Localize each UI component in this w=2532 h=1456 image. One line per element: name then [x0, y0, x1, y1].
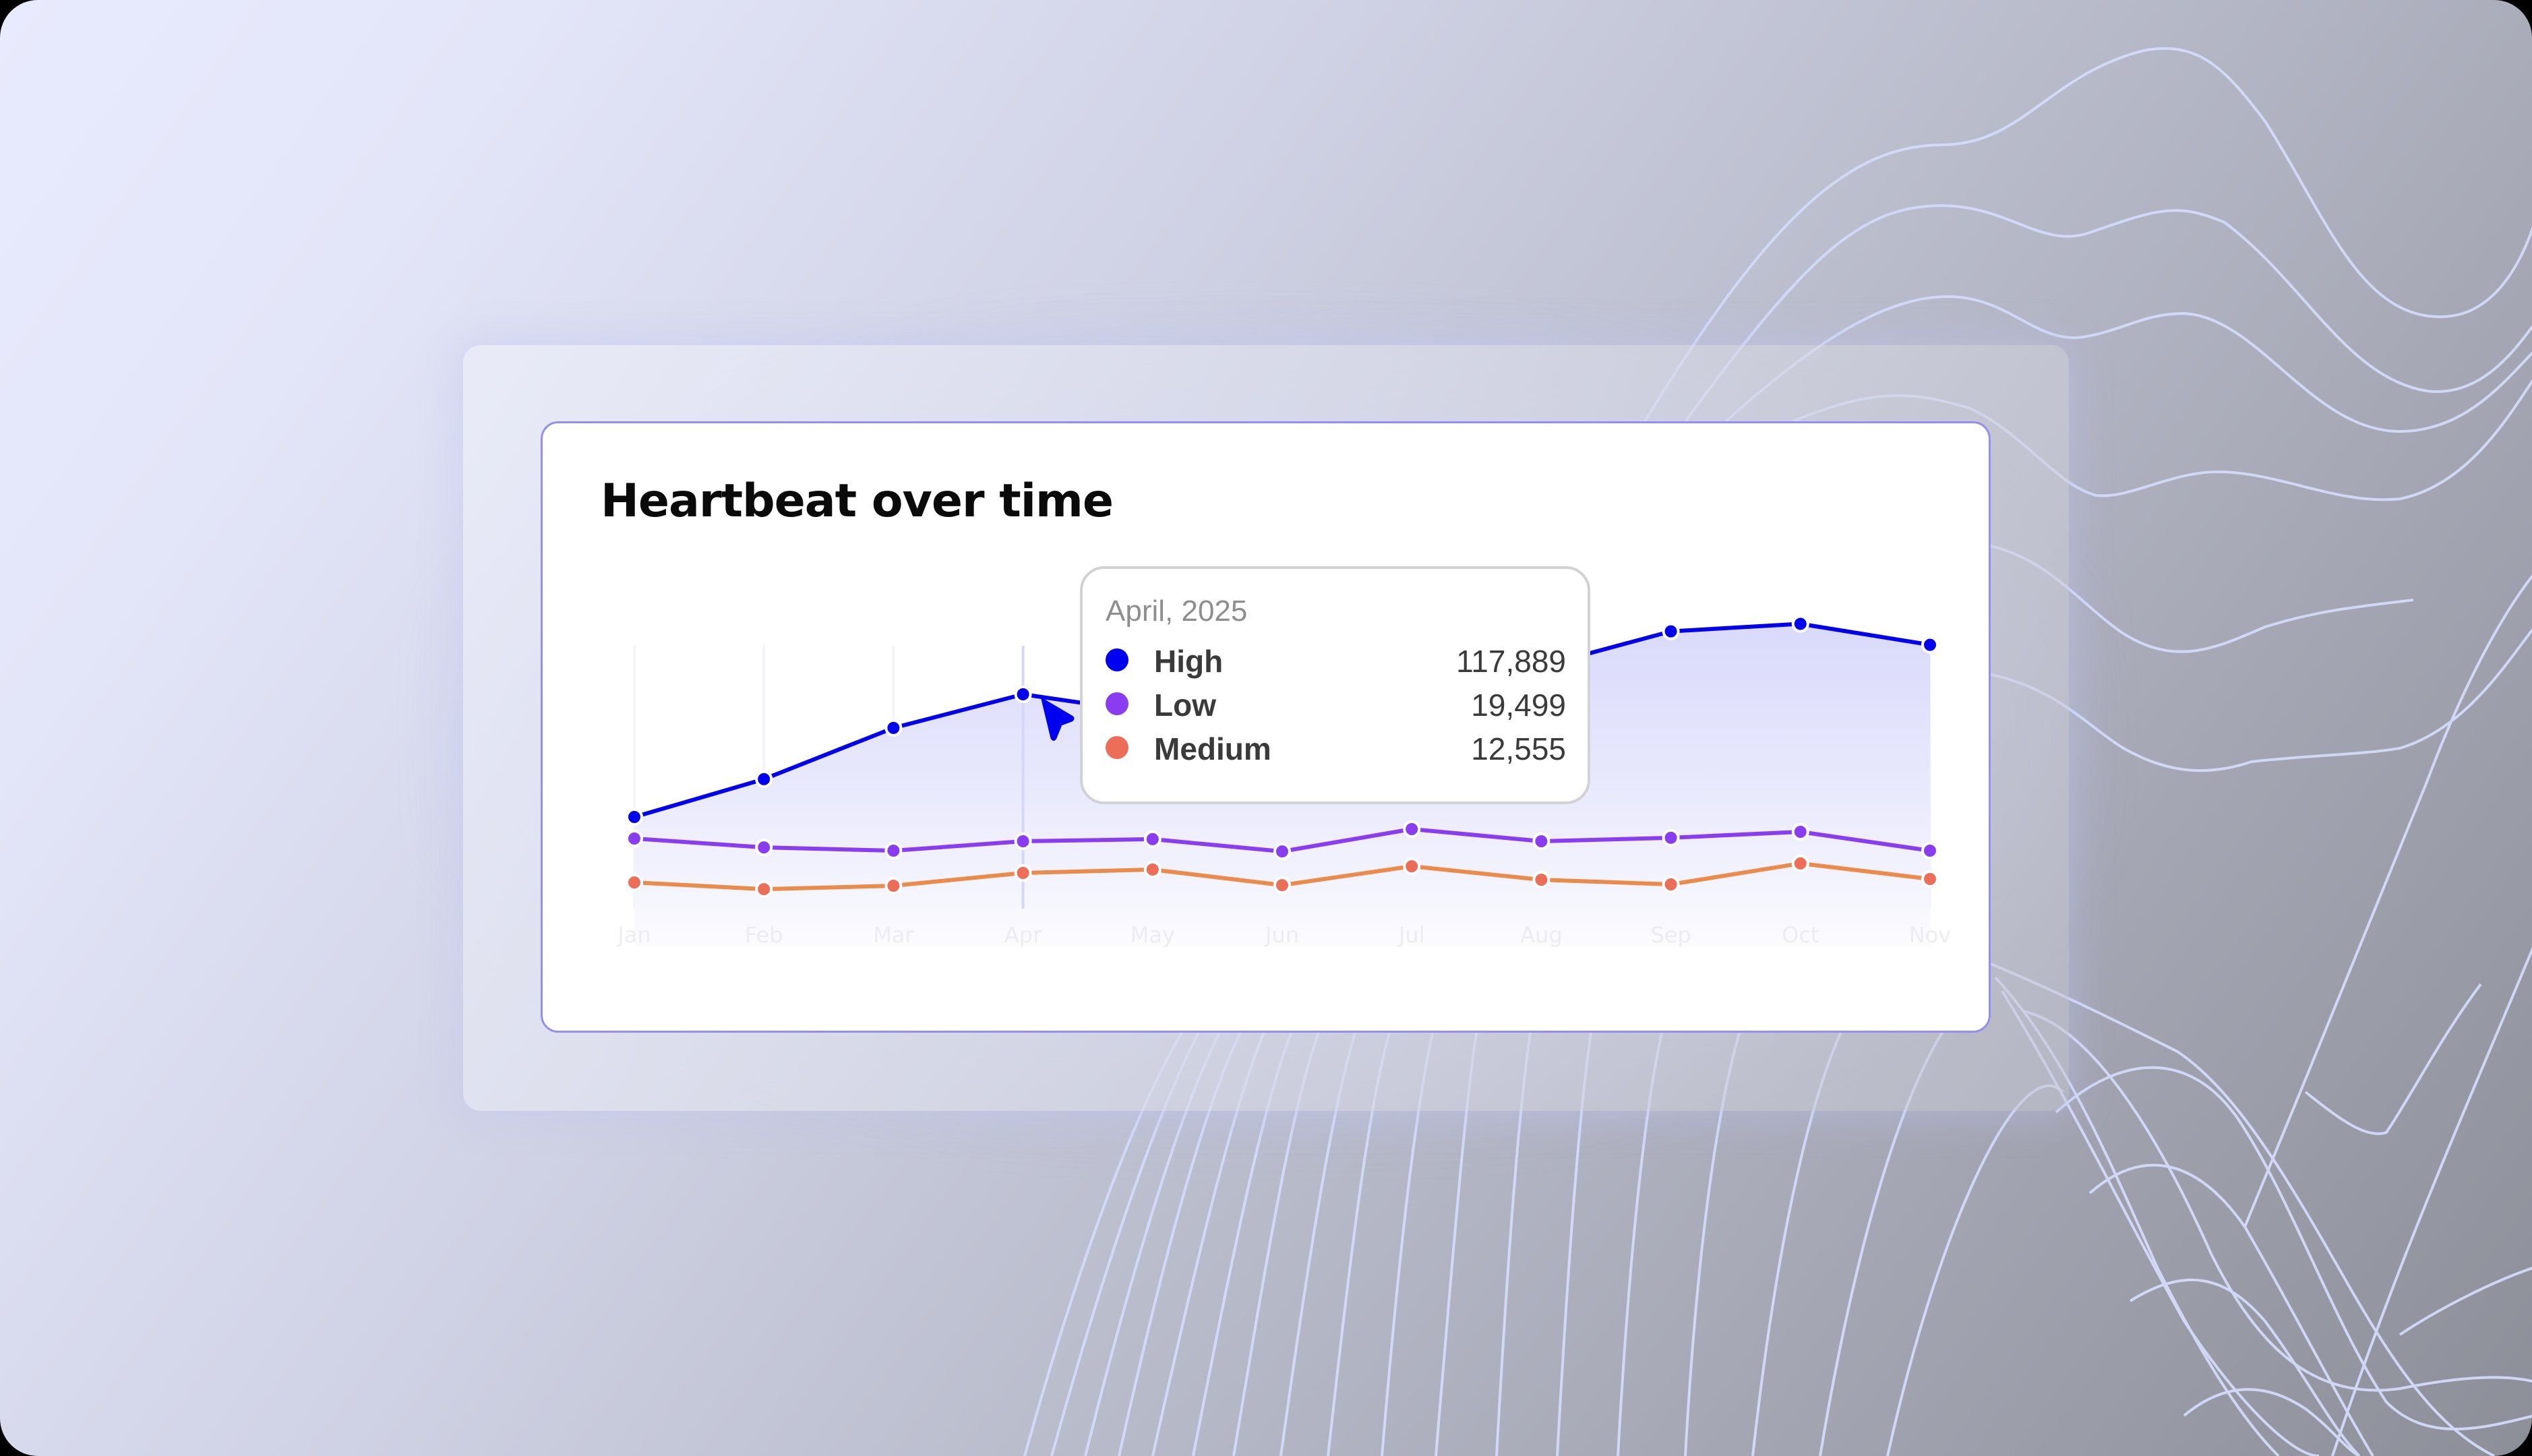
data-point-medium-mar[interactable]	[884, 876, 903, 894]
data-point-high-nov[interactable]	[1921, 636, 1939, 654]
data-point-low-aug[interactable]	[1532, 832, 1550, 850]
x-axis-label-jan: Jan	[616, 922, 651, 948]
data-point-low-nov[interactable]	[1921, 841, 1939, 859]
x-axis-label-feb: Feb	[745, 922, 783, 948]
tooltip-row-low: Low 19,499	[1102, 683, 1566, 723]
tooltip-value-medium: 12,555	[1471, 731, 1566, 766]
tooltip-row-high: High 117,889	[1102, 639, 1566, 679]
mouse-pointer-icon	[1041, 698, 1075, 741]
tooltip-label-medium: Medium	[1154, 731, 1271, 766]
data-point-medium-jul[interactable]	[1403, 857, 1421, 876]
data-point-high-oct[interactable]	[1791, 615, 1809, 633]
x-axis-label-oct: Oct	[1782, 922, 1819, 948]
data-point-low-apr[interactable]	[1014, 832, 1032, 850]
tooltip-value-low: 19,499	[1471, 688, 1566, 723]
data-point-high-feb[interactable]	[755, 770, 773, 788]
data-point-medium-aug[interactable]	[1532, 871, 1550, 889]
x-axis-label-mar: Mar	[873, 922, 914, 948]
tooltip-row-medium: Medium 12,555	[1102, 727, 1566, 767]
data-point-medium-feb[interactable]	[755, 880, 773, 899]
data-point-medium-may[interactable]	[1143, 861, 1162, 879]
data-point-low-oct[interactable]	[1791, 823, 1809, 841]
data-point-high-jan[interactable]	[626, 808, 643, 826]
data-point-low-jan[interactable]	[626, 830, 643, 848]
x-axis-label-sep: Sep	[1650, 922, 1691, 948]
high-legend-dot-icon	[1106, 648, 1128, 671]
data-point-high-apr[interactable]	[1014, 686, 1032, 703]
data-point-low-may[interactable]	[1143, 830, 1162, 848]
chart-title: Heartbeat over time	[601, 475, 1114, 528]
tooltip-label-high: High	[1154, 644, 1224, 679]
x-axis-label-may: May	[1131, 922, 1175, 948]
chart-tooltip: April, 2025 High 117,889 Low 19,499 Medi…	[1080, 566, 1590, 804]
data-point-high-mar[interactable]	[884, 719, 903, 737]
x-axis-label-jun: Jun	[1264, 922, 1299, 948]
data-point-low-sep[interactable]	[1662, 828, 1680, 847]
tooltip-date: April, 2025	[1106, 595, 1248, 628]
medium-legend-dot-icon	[1106, 736, 1128, 759]
x-axis-labels: Jan Feb Mar Apr May Jun Jul Aug Sep Oct Nov	[616, 922, 1951, 948]
data-point-high-sep[interactable]	[1662, 622, 1680, 640]
data-point-low-jun[interactable]	[1273, 843, 1291, 861]
data-point-low-mar[interactable]	[884, 841, 903, 859]
data-point-medium-jan[interactable]	[626, 874, 643, 892]
data-point-low-feb[interactable]	[755, 839, 773, 857]
data-point-medium-nov[interactable]	[1921, 870, 1939, 888]
tooltip-label-low: Low	[1154, 688, 1216, 723]
x-axis-label-nov: Nov	[1909, 922, 1951, 948]
data-point-medium-oct[interactable]	[1791, 854, 1809, 872]
x-axis-label-jul: Jul	[1397, 922, 1425, 948]
chart-card: Heartbeat over time Jan Feb Mar Apr May Jun Ju…	[541, 421, 1991, 1033]
data-point-medium-apr[interactable]	[1014, 864, 1032, 882]
tooltip-value-high: 117,889	[1456, 644, 1566, 679]
data-point-low-jul[interactable]	[1403, 820, 1421, 839]
data-point-medium-sep[interactable]	[1662, 875, 1680, 893]
low-legend-dot-icon	[1106, 692, 1128, 715]
x-axis-label-apr: Apr	[1004, 922, 1042, 948]
x-axis-label-aug: Aug	[1520, 922, 1562, 948]
data-point-medium-jun[interactable]	[1273, 876, 1291, 894]
